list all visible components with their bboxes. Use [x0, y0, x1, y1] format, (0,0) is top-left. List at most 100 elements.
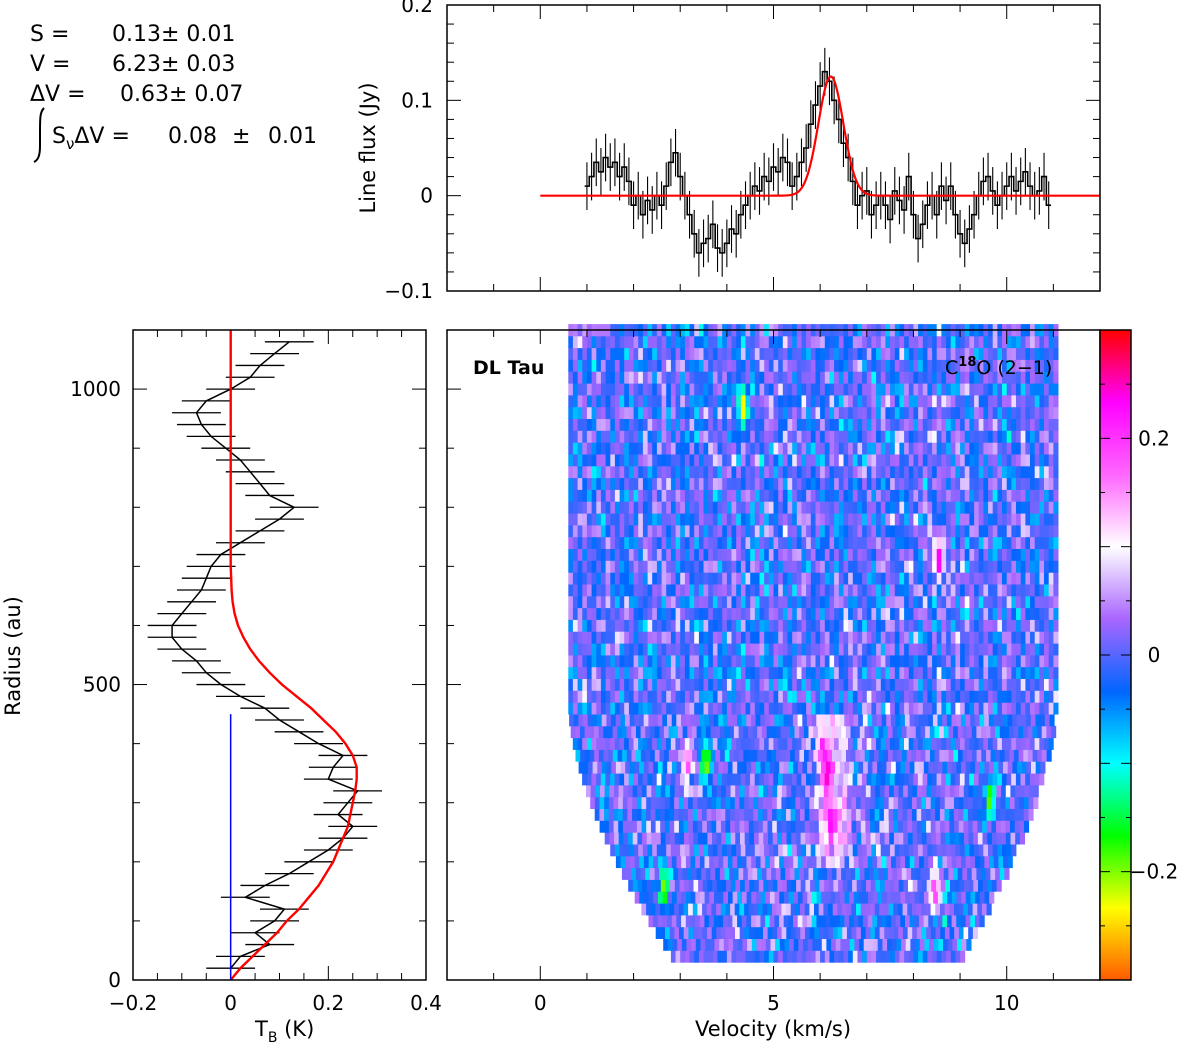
pv-cell [663, 867, 669, 880]
pv-cell [830, 891, 836, 904]
pv-cell [857, 690, 863, 703]
pv-cell [880, 465, 886, 479]
pv-cell [964, 489, 970, 502]
pv-cell [624, 631, 630, 644]
pv-cell [801, 631, 807, 644]
pv-cell [647, 773, 653, 786]
pv-cell [627, 808, 633, 821]
pv-cell [935, 926, 941, 939]
pv-cell [642, 418, 648, 431]
pv-cell [947, 915, 953, 928]
pv-cell [666, 773, 672, 786]
pv-cell [614, 560, 620, 573]
pv-cell [792, 525, 798, 538]
pv-cell [909, 915, 915, 928]
pv-cell [950, 950, 956, 963]
pv-cell [1025, 666, 1031, 679]
pv-cell [740, 844, 746, 857]
pv-cell [838, 418, 844, 431]
pv-cell [661, 619, 667, 632]
pv-cell [922, 584, 928, 597]
pv-cell [829, 737, 835, 750]
pv-cell [800, 903, 806, 916]
pv-cell [834, 690, 840, 703]
pv-cell [857, 465, 863, 479]
pv-cell [708, 430, 714, 443]
pv-cell [788, 915, 794, 928]
pv-cell [815, 406, 821, 419]
pv-cell [917, 773, 923, 786]
pv-cell [829, 666, 835, 679]
pv-cell [577, 595, 583, 609]
pv-cell [940, 879, 946, 892]
pv-cell [705, 725, 711, 739]
pv-cell [941, 418, 947, 431]
pv-cell [880, 406, 886, 419]
pv-cell [778, 631, 784, 644]
pv-cell [1006, 773, 1012, 786]
pv-cell [894, 430, 900, 443]
pv-cell [983, 548, 989, 561]
pv-cell [698, 655, 704, 668]
pv-cell [641, 785, 647, 798]
pv-cell [807, 915, 813, 928]
pv-cell [703, 442, 709, 455]
pv-cell [1016, 584, 1022, 597]
pv-cell [670, 844, 676, 857]
pv-cell [745, 666, 751, 679]
pv-cell [772, 796, 778, 809]
pv-cell [713, 714, 719, 727]
pv-cell [927, 666, 933, 679]
pv-cell [680, 631, 686, 644]
pv-cell [964, 406, 970, 419]
pv-cell [634, 761, 640, 774]
pv-cell [596, 702, 602, 715]
pv-cell [1016, 442, 1022, 455]
pv-cell [941, 607, 947, 620]
pv-cell [963, 832, 969, 845]
pv-cell [872, 714, 878, 727]
pv-cell [720, 903, 726, 916]
pv-cell [671, 761, 677, 774]
pv-cell [862, 489, 868, 502]
pv-cell [647, 395, 653, 408]
pv-cell [1020, 631, 1026, 644]
pv-cell [871, 548, 877, 561]
pv-cell [638, 631, 644, 644]
pv-cell [707, 785, 713, 798]
pv-cell [724, 867, 730, 880]
pv-cell [804, 820, 810, 833]
pv-cell [698, 832, 704, 845]
pv-cell [781, 926, 787, 939]
pv-cell [950, 501, 956, 514]
pv-cell [1006, 442, 1012, 455]
pv-cell [899, 584, 905, 597]
pv-cell [661, 678, 667, 691]
pv-cell [867, 761, 873, 774]
pv-cell [941, 655, 947, 668]
pv-cell [983, 773, 989, 786]
pv-cell [737, 915, 743, 928]
pv-cell [764, 666, 770, 679]
pv-cell [838, 489, 844, 502]
pv-cell [647, 525, 653, 538]
pv-cell [825, 761, 831, 774]
pv-cell [807, 761, 813, 774]
pv-cell [689, 536, 695, 549]
pv-cell [591, 442, 597, 455]
pv-cell [712, 477, 718, 490]
pv-cell [1006, 619, 1012, 632]
pv-cell [936, 879, 942, 892]
pv-cell [946, 418, 952, 431]
pv-cell [880, 548, 886, 561]
pv-cell [978, 406, 984, 419]
pv-cell [834, 513, 840, 526]
pv-cell [619, 773, 625, 786]
pv-cell [801, 465, 807, 479]
pv-cell [720, 796, 726, 809]
pv-cell [796, 418, 802, 431]
pv-cell [786, 832, 792, 845]
pv-cell [888, 808, 894, 821]
pv-cell [922, 844, 928, 857]
pv-cell [782, 678, 788, 691]
